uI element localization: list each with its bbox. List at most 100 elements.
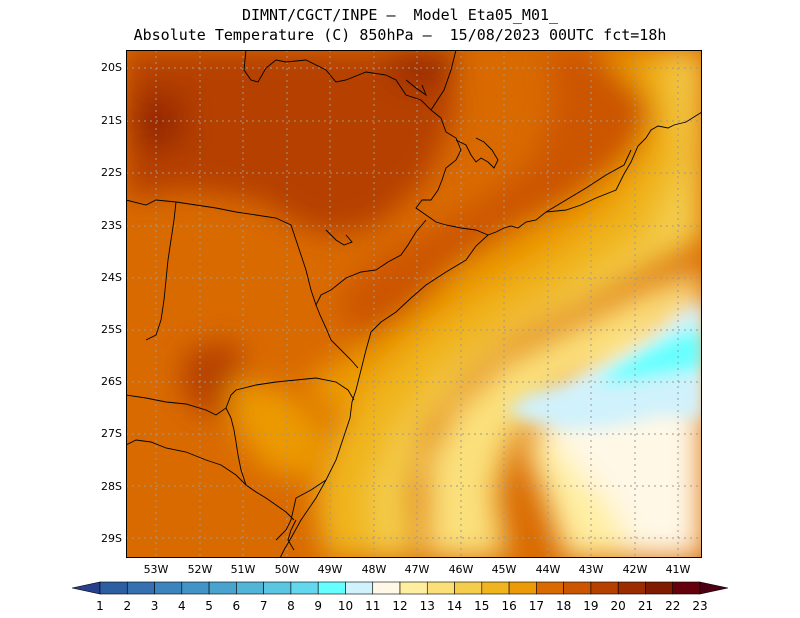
colorbar-label-21: 21	[638, 599, 653, 613]
colorbar-label-17: 17	[529, 599, 544, 613]
lat-label-27S: 27S	[101, 427, 122, 440]
lagoon-shore-2	[287, 519, 297, 551]
lon-label-52W: 52W	[187, 563, 213, 576]
colorbar-label-20: 20	[611, 599, 626, 613]
colorbar-label-6: 6	[233, 599, 241, 613]
colorbar-segment	[208, 581, 237, 595]
temp-band-11	[506, 300, 702, 430]
lon-label-48W: 48W	[361, 563, 387, 576]
colorbar-segment	[399, 581, 428, 595]
colorbar-arrow-low	[71, 581, 101, 595]
colorbar-label-18: 18	[556, 599, 571, 613]
colorbar-label-23: 23	[692, 599, 707, 613]
colorbar-arrow-high	[699, 581, 729, 595]
colorbar-label-14: 14	[447, 599, 462, 613]
colorbar-segment	[263, 581, 292, 595]
reservoir-2	[325, 229, 353, 246]
lon-label-42W: 42W	[622, 563, 648, 576]
country-border-py	[145, 201, 177, 341]
coastline-borders	[126, 50, 702, 558]
colorbar-label-2: 2	[123, 599, 131, 613]
map-title-line-1: DIMNT/CGCT/INPE – Model Eta05_M01_	[241, 6, 559, 24]
temp-band-16	[316, 50, 702, 558]
colorbar-segment	[154, 581, 183, 595]
map-svg	[126, 50, 702, 558]
map-frame	[126, 50, 702, 558]
state-border-ne	[430, 50, 457, 111]
colorbar: 1 2 3 4 5 6 7 8 9 10 11 12 13 14 15 16 17 18 19 20 21 22 23	[71, 581, 729, 613]
coastline	[279, 111, 702, 558]
colorbar-label-8: 8	[287, 599, 295, 613]
colorbar-segment	[481, 581, 510, 595]
temp-band-20b	[266, 170, 346, 225]
lon-label-43W: 43W	[578, 563, 604, 576]
lon-label-41W: 41W	[665, 563, 691, 576]
colorbar-label-13: 13	[420, 599, 435, 613]
lat-label-28S: 28S	[101, 480, 122, 493]
colorbar-label-15: 15	[474, 599, 489, 613]
colorbar-segment	[536, 581, 564, 595]
temperature-map	[126, 50, 702, 558]
lon-label-47W: 47W	[404, 563, 430, 576]
map-title-line-2: Absolute Temperature (C) 850hPa – 15/08/…	[133, 26, 667, 44]
colorbar-segment	[99, 581, 128, 595]
colorbar-segment	[508, 581, 537, 595]
lon-label-49W: 49W	[317, 563, 343, 576]
colorbar-segment	[126, 581, 155, 595]
colorbar-segment	[236, 581, 264, 595]
lon-label-53W: 53W	[143, 563, 169, 576]
temp-band-20c	[181, 340, 246, 420]
state-border-north	[243, 50, 489, 236]
colorbar-segment	[181, 581, 210, 595]
colorbar-label-10: 10	[338, 599, 353, 613]
colorbar-segment	[672, 581, 701, 595]
temp-band-15	[371, 50, 702, 558]
lat-label-22S: 22S	[101, 166, 122, 179]
reservoir-3	[405, 79, 427, 97]
country-border	[225, 407, 247, 486]
lon-label-50W: 50W	[274, 563, 300, 576]
state-border-east	[545, 149, 632, 213]
colorbar-segment	[563, 581, 592, 595]
lat-label-26S: 26S	[101, 375, 122, 388]
colorbar-segment	[290, 581, 319, 595]
lon-label-44W: 44W	[535, 563, 561, 576]
graticule	[126, 50, 702, 558]
state-border-rs	[126, 439, 295, 521]
temp-band-21b	[386, 50, 456, 90]
colorbar-label-4: 4	[178, 599, 186, 613]
colorbar-label-5: 5	[205, 599, 213, 613]
lat-label-29S: 29S	[101, 532, 122, 545]
lat-label-24S: 24S	[101, 271, 122, 284]
temp-band-21	[131, 90, 186, 155]
colorbar-label-1: 1	[96, 599, 104, 613]
lat-label-23S: 23S	[101, 219, 122, 232]
temp-band-17	[306, 50, 702, 415]
lon-label-51W: 51W	[230, 563, 256, 576]
colorbar-label-7: 7	[260, 599, 268, 613]
lon-label-45W: 45W	[491, 563, 517, 576]
state-border-pr	[126, 199, 427, 307]
temp-band-17b	[226, 380, 326, 480]
state-border-sc	[126, 377, 355, 416]
lat-label-21S: 21S	[101, 114, 122, 127]
reservoir	[455, 137, 499, 169]
colorbar-segment	[317, 581, 346, 595]
colorbar-segment	[617, 581, 646, 595]
temp-band-10	[596, 328, 702, 383]
colorbar-label-16: 16	[501, 599, 516, 613]
lon-label-46W: 46W	[448, 563, 474, 576]
colorbar-label-9: 9	[314, 599, 322, 613]
colorbar-label-22: 22	[665, 599, 680, 613]
colorbar-segment	[372, 581, 401, 595]
colorbar-segment	[645, 581, 674, 595]
colorbar-label-3: 3	[151, 599, 159, 613]
lagoon-shore	[275, 479, 327, 541]
colorbar-segment	[426, 581, 455, 595]
colorbar-label-11: 11	[365, 599, 380, 613]
temp-band-14	[426, 70, 702, 558]
colorbar-segment	[454, 581, 483, 595]
lat-label-25S: 25S	[101, 323, 122, 336]
colorbar-segment	[345, 581, 374, 595]
colorbar-segment	[590, 581, 619, 595]
